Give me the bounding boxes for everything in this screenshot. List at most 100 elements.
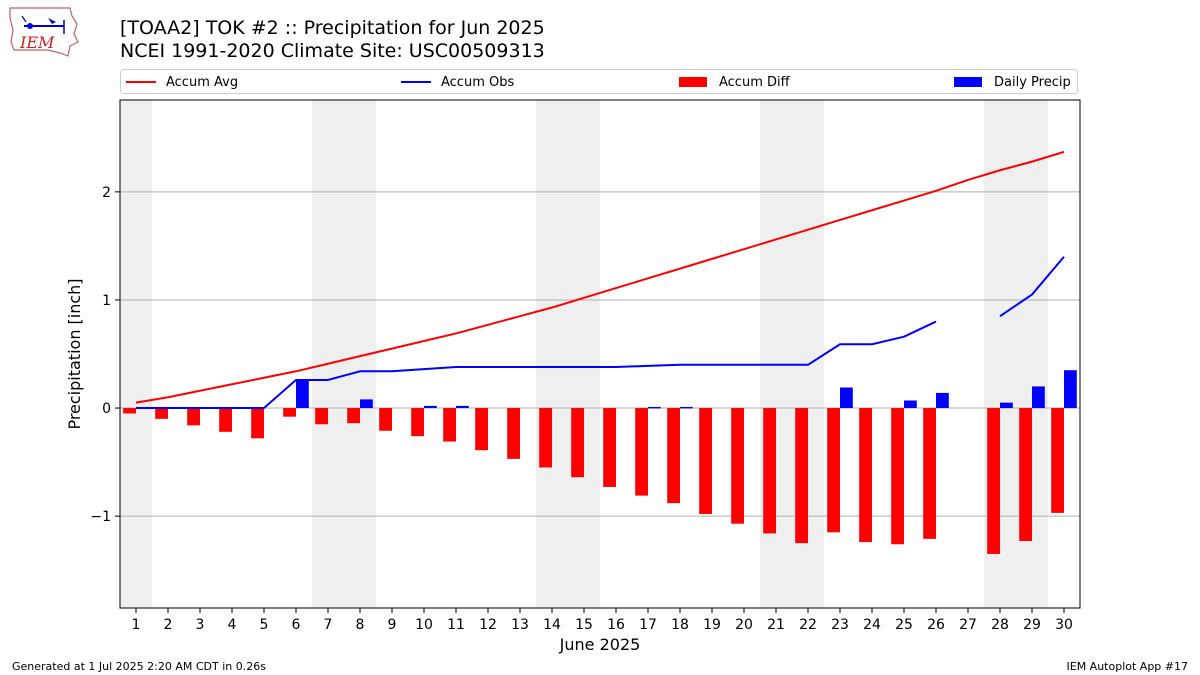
- x-tick-label: 11: [447, 617, 465, 633]
- y-tick-label: 1: [102, 293, 111, 309]
- y-axis-label: Precipitation [inch]: [65, 278, 84, 429]
- x-tick-label: 1: [132, 617, 141, 633]
- x-tick-label: 10: [415, 617, 433, 633]
- x-tick-label: 14: [543, 617, 561, 633]
- accum-diff-bar: [827, 408, 840, 533]
- legend-swatch-daily-precip: [954, 77, 982, 87]
- logo-text: IEM: [19, 33, 55, 52]
- accum-diff-bar: [155, 408, 168, 419]
- daily-precip-bar: [1000, 402, 1013, 409]
- x-tick-label: 7: [324, 617, 333, 633]
- accum-diff-bar: [923, 408, 936, 539]
- x-tick-label: 17: [639, 617, 657, 633]
- accum-diff-bar: [635, 408, 648, 496]
- accum-diff-bar: [123, 408, 136, 414]
- accum-diff-bar: [475, 408, 488, 451]
- x-tick-label: 25: [895, 617, 913, 633]
- legend-item-accum-avg: Accum Avg: [126, 73, 238, 91]
- x-axis-label: June 2025: [559, 635, 641, 654]
- accum-diff-bar: [411, 408, 424, 437]
- x-tick-label: 19: [703, 617, 721, 633]
- app-credit: IEM Autoplot App #17: [1066, 660, 1189, 673]
- chart-legend: Accum Avg Accum Obs Accum Diff Daily Pre…: [120, 69, 1078, 94]
- daily-precip-bar: [936, 392, 949, 409]
- x-tick-label: 4: [228, 617, 237, 633]
- daily-precip-bar: [1064, 370, 1077, 409]
- accum-avg-line: [135, 150, 1065, 404]
- accum-diff-bar: [347, 408, 360, 424]
- x-tick-label: 6: [292, 617, 301, 633]
- legend-swatch-accum-diff: [679, 77, 707, 87]
- legend-label-daily-precip: Daily Precip: [994, 74, 1071, 90]
- accum-diff-bar: [283, 408, 296, 417]
- daily-precip-bar: [904, 400, 917, 409]
- daily-precip-bar: [680, 406, 693, 409]
- accum-diff-bar: [987, 408, 1000, 554]
- x-tick-label: 27: [959, 617, 977, 633]
- daily-precip-bar: [360, 399, 373, 409]
- accum-diff-bar: [667, 408, 680, 504]
- accum-diff-bar: [1051, 408, 1064, 513]
- accum-diff-bar: [507, 408, 520, 459]
- legend-item-accum-obs: Accum Obs: [401, 73, 514, 91]
- accum-diff-bar: [859, 408, 872, 543]
- accum-diff-bar: [539, 408, 552, 468]
- accum-diff-bar: [219, 408, 232, 432]
- chart-subtitle: NCEI 1991-2020 Climate Site: USC00509313: [120, 40, 545, 62]
- x-tick-label: 20: [735, 617, 753, 633]
- x-tick-label: 30: [1055, 617, 1073, 633]
- accum-diff-bar: [891, 408, 904, 545]
- accum-diff-bar: [315, 408, 328, 425]
- x-tick-label: 13: [511, 617, 529, 633]
- accum-diff-bar: [187, 408, 200, 426]
- legend-item-accum-diff: Accum Diff: [679, 73, 790, 91]
- chart-title: [TOAA2] TOK #2 :: Precipitation for Jun …: [120, 17, 545, 39]
- accum-diff-bar: [571, 408, 584, 478]
- accum-diff-bar: [603, 408, 616, 487]
- daily-precip-bar: [296, 379, 309, 409]
- x-tick-label: 15: [575, 617, 593, 633]
- x-tick-label: 18: [671, 617, 689, 633]
- daily-precip-bar: [424, 405, 437, 409]
- x-tick-label: 29: [1023, 617, 1041, 633]
- x-tick-label: 3: [196, 617, 205, 633]
- generated-timestamp: Generated at 1 Jul 2025 2:20 AM CDT in 0…: [12, 660, 266, 673]
- accum-diff-bar: [699, 408, 712, 514]
- x-tick-label: 5: [260, 617, 269, 633]
- accum-diff-bar: [731, 408, 744, 524]
- legend-item-daily-precip: Daily Precip: [954, 73, 1071, 91]
- accum-diff-bar: [763, 408, 776, 534]
- daily-precip-bar: [840, 387, 853, 409]
- weekend-shade: [536, 100, 600, 608]
- legend-label-accum-diff: Accum Diff: [719, 74, 790, 90]
- iem-logo: IEM: [9, 7, 79, 57]
- legend-swatch-accum-obs: [401, 81, 431, 83]
- x-tick-label: 22: [799, 617, 817, 633]
- daily-precip-bar: [456, 405, 469, 409]
- x-tick-label: 9: [388, 617, 397, 633]
- x-tick-label: 23: [831, 617, 849, 633]
- accum-obs-line: [136, 256, 1065, 410]
- daily-precip-bar: [1032, 386, 1045, 409]
- legend-label-accum-obs: Accum Obs: [441, 74, 515, 90]
- y-tick-label: 2: [102, 185, 111, 201]
- x-tick-label: 28: [991, 617, 1009, 633]
- x-tick-label: 12: [479, 617, 497, 633]
- legend-label-accum-avg: Accum Avg: [166, 74, 239, 90]
- accum-diff-bar: [1019, 408, 1032, 541]
- x-tick-label: 21: [767, 617, 785, 633]
- accum-diff-bar: [251, 408, 264, 439]
- weekend-shade: [120, 100, 152, 608]
- x-tick-label: 2: [164, 617, 173, 633]
- plot-frame: [119, 99, 1081, 609]
- accum-diff-bar: [443, 408, 456, 442]
- x-tick-label: 26: [927, 617, 945, 633]
- x-tick-label: 16: [607, 617, 625, 633]
- x-tick-label: 8: [356, 617, 365, 633]
- legend-swatch-accum-avg: [126, 81, 156, 83]
- accum-diff-bar: [379, 408, 392, 431]
- x-tick-label: 24: [863, 617, 881, 633]
- daily-precip-bar: [648, 406, 661, 409]
- accum-diff-bar: [795, 408, 808, 544]
